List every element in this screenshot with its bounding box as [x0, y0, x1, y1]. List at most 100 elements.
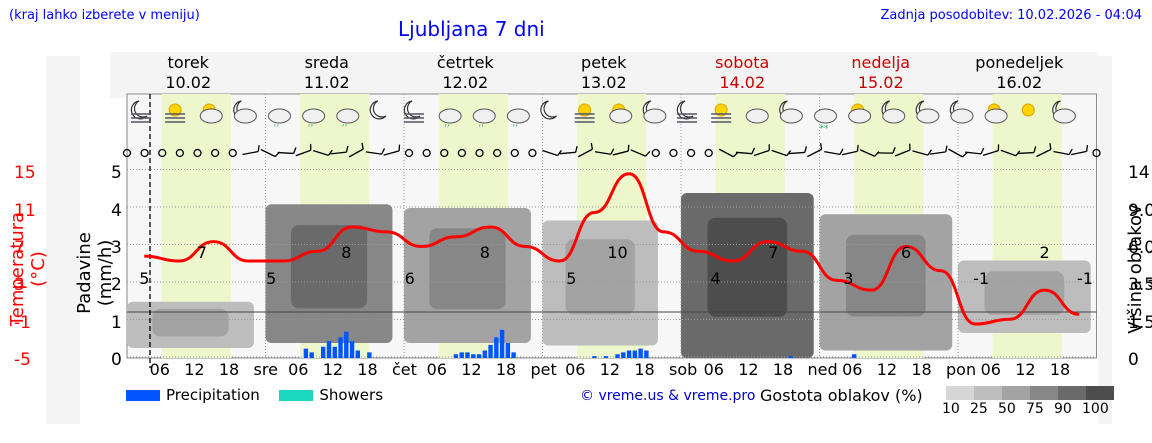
precipitation-tick: 4	[111, 201, 122, 221]
temperature-label: 8	[341, 243, 351, 262]
wind-barb-icon	[876, 146, 896, 154]
wind-barb-flag	[945, 145, 948, 153]
wind-barb-shaft	[948, 148, 963, 158]
wind-barb-icon	[965, 147, 985, 155]
cloud-rain-icon: ’’	[438, 108, 462, 134]
sun-icon	[1021, 103, 1035, 117]
time-tick: 06	[980, 360, 1001, 379]
wind-barb-icon	[559, 146, 578, 155]
day-header: sobota 14.02	[682, 53, 802, 93]
precipitation-bar	[338, 337, 343, 358]
precipitation-bar	[638, 348, 643, 358]
calm-wind-icon	[493, 148, 502, 158]
precipitation-bar	[465, 352, 470, 358]
wind-barb-flag	[1015, 150, 1021, 157]
calm-wind-icon	[404, 148, 414, 158]
region-hint[interactable]: (kraj lahko izberete v meniju)	[9, 8, 200, 23]
sun-cloud-icon	[609, 103, 633, 124]
wind-barb-shaft	[1017, 151, 1035, 155]
temperature-label: 5	[266, 269, 276, 288]
moon-cloud-icon	[642, 100, 667, 124]
wind-barb-flag	[293, 147, 297, 154]
time-tick: 06	[842, 360, 863, 379]
wind-barb-shaft	[965, 151, 982, 155]
temperature-label: 3	[843, 269, 853, 288]
cloud-density-swatch	[1058, 386, 1086, 400]
cloud-icon	[302, 108, 326, 124]
wind-barb-shaft	[912, 150, 929, 156]
axis-strip-left	[46, 56, 80, 424]
wind-barb-shaft	[1036, 148, 1052, 158]
wind-barb-icon	[929, 145, 948, 155]
temperature-line	[144, 172, 1080, 326]
precipitation-tick: 3	[111, 238, 122, 258]
precipitation-bar	[303, 348, 309, 358]
moon-fog-icon	[676, 100, 697, 123]
day-name: ponedeljek	[975, 53, 1064, 72]
time-tick: 06	[426, 360, 447, 379]
cloud-moon-icon	[233, 100, 257, 124]
wind-barb-flag	[398, 144, 401, 151]
day-header: sreda 11.02	[267, 53, 387, 93]
wind-barb-icon	[771, 149, 792, 157]
wind-barb-flag	[820, 143, 823, 150]
calm-wind-icon	[193, 148, 202, 158]
wind-barb-icon	[824, 148, 844, 156]
precipitation-tick: 5	[111, 163, 122, 183]
rain-icon: ’’	[512, 124, 518, 134]
day-date: 14.02	[719, 73, 766, 92]
weather-icons: ’’ ’’ ’’ ’’ ’’ ’’ **	[130, 100, 1076, 134]
sun-icon	[714, 103, 728, 117]
temperature-label: 8	[480, 243, 490, 262]
wind-barb-shaft	[242, 150, 259, 156]
moon-icon	[369, 100, 387, 120]
cloud-icon	[233, 108, 257, 124]
axis-strip-right	[1098, 56, 1112, 424]
cloud-height-tick: 0	[1128, 350, 1139, 370]
copyright-link[interactable]: © vreme.us & vreme.pro	[580, 388, 756, 404]
wind-barb-flag	[1033, 146, 1037, 153]
cloud-icon	[336, 108, 360, 124]
temperature-tick: 3	[14, 275, 25, 295]
rain-icon: ’’	[478, 124, 484, 134]
calm-wind-icon	[528, 148, 537, 158]
wind-barb-shaft	[383, 150, 400, 156]
wind-barb-flag	[892, 146, 896, 154]
calm-wind-icon	[669, 148, 678, 158]
cloud-height-tick: 1.5	[1128, 313, 1152, 333]
day-name: petek	[581, 53, 627, 72]
wind-barb-icon	[841, 144, 859, 156]
wind-barb-shaft	[753, 149, 770, 157]
day-header: petek 13.02	[544, 53, 664, 93]
wind-barb-flag	[361, 142, 364, 150]
temperature-tick: -5	[14, 350, 31, 370]
cloud-core	[152, 308, 229, 337]
cloud-density-swatch	[974, 386, 1002, 400]
sun-icon	[578, 103, 592, 117]
precipitation-bars	[303, 329, 857, 358]
wind-barb-flag	[839, 148, 844, 155]
precipitation-bar	[332, 346, 337, 358]
day-header-strip	[110, 52, 1098, 98]
precipitation-bar	[482, 350, 487, 358]
temperature-label: 6	[901, 243, 911, 262]
wind-barb-icon	[594, 148, 615, 155]
precipitation-bar	[326, 341, 332, 358]
calm-wind-icon	[228, 148, 237, 158]
cloud-core	[707, 217, 788, 317]
wind-barb-flag	[590, 142, 594, 150]
temperature-label: -1	[1077, 269, 1093, 288]
precipitation-tick: 2	[111, 275, 122, 295]
wind-barb-flag	[856, 144, 859, 152]
cloud-height-tick: 3.5	[1128, 275, 1152, 295]
wind-barb-shaft	[295, 149, 312, 157]
cloud-moon-icon	[915, 100, 940, 124]
precipitation-bar	[349, 341, 355, 358]
precipitation-bar	[621, 352, 626, 358]
time-tick: sob	[669, 360, 698, 379]
wind-barb-icon	[1036, 143, 1052, 158]
moon-cloud-icon	[1052, 100, 1076, 124]
wind-barb-icon	[330, 145, 349, 155]
precipitation-bar	[499, 329, 505, 358]
